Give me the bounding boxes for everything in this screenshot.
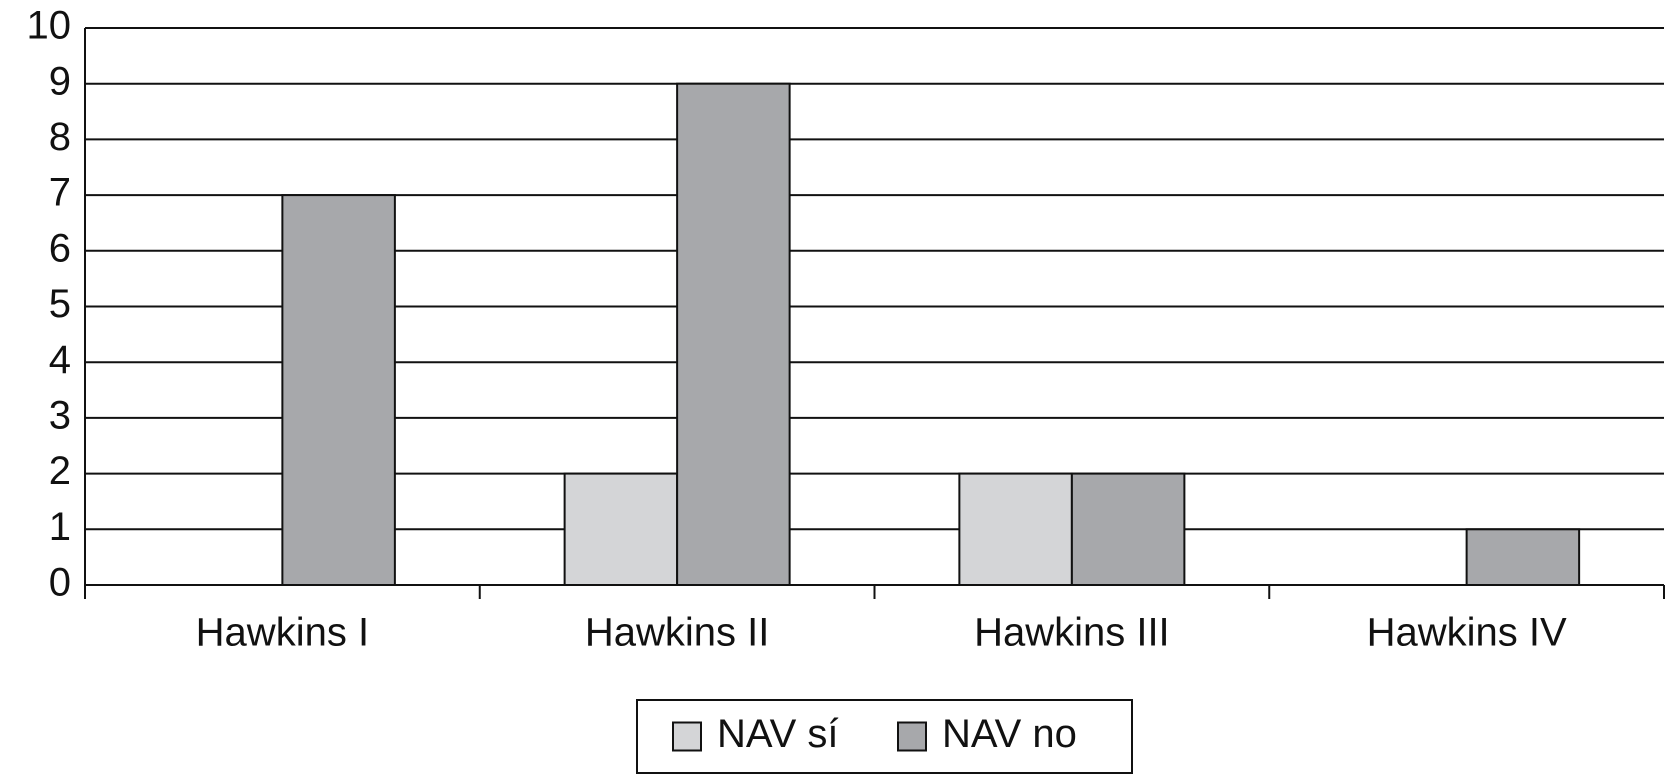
bar (676, 82, 791, 586)
y-tick-label: 9 (49, 59, 71, 103)
bar (1070, 472, 1186, 587)
legend-swatch (672, 721, 702, 752)
y-tick-label: 3 (49, 393, 71, 437)
y-tick-label: 0 (49, 561, 71, 605)
legend-swatch (897, 721, 927, 752)
y-tick-label: 10 (27, 4, 72, 48)
bar (281, 194, 396, 586)
y-tick-label: 5 (49, 282, 71, 326)
legend-label: NAV sí (717, 712, 839, 756)
y-tick-label: 6 (49, 226, 71, 270)
x-tick-label: Hawkins III (974, 611, 1170, 655)
y-tick-label: 1 (49, 505, 71, 549)
bar (958, 472, 1073, 587)
y-tick-label: 8 (49, 115, 71, 159)
y-tick-label: 4 (49, 338, 71, 382)
y-tick-label: 7 (49, 171, 71, 215)
bar (1465, 528, 1581, 586)
x-tick-label: Hawkins I (196, 611, 369, 655)
bar (563, 472, 679, 587)
y-tick-label: 2 (49, 449, 71, 493)
x-tick-label: Hawkins IV (1367, 611, 1567, 655)
legend-label: NAV no (942, 712, 1077, 756)
legend-box (636, 699, 1133, 774)
x-tick-label: Hawkins II (585, 611, 770, 655)
